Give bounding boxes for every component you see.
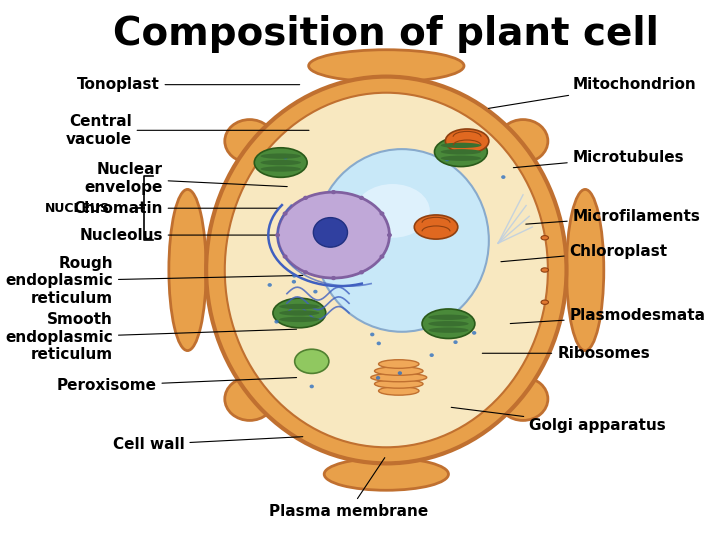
Ellipse shape: [446, 129, 489, 153]
Ellipse shape: [225, 119, 274, 163]
Text: Composition of plant cell: Composition of plant cell: [113, 15, 660, 53]
Ellipse shape: [359, 270, 364, 274]
Ellipse shape: [279, 304, 320, 309]
Ellipse shape: [376, 376, 380, 380]
Ellipse shape: [422, 309, 475, 339]
Ellipse shape: [261, 166, 301, 172]
Ellipse shape: [292, 280, 296, 284]
Ellipse shape: [498, 119, 548, 163]
Ellipse shape: [303, 270, 308, 274]
Text: Smooth
endoplasmic
reticulum: Smooth endoplasmic reticulum: [5, 312, 297, 362]
Ellipse shape: [279, 310, 320, 316]
Text: Mitochondrion: Mitochondrion: [488, 77, 696, 109]
Ellipse shape: [310, 384, 314, 388]
Ellipse shape: [225, 93, 548, 447]
Text: Microfilaments: Microfilaments: [526, 209, 701, 224]
Ellipse shape: [294, 349, 329, 374]
Text: Tonoplast: Tonoplast: [76, 77, 300, 92]
Ellipse shape: [283, 156, 288, 159]
Ellipse shape: [428, 327, 469, 333]
Ellipse shape: [283, 254, 287, 259]
Ellipse shape: [261, 153, 301, 159]
Ellipse shape: [374, 380, 423, 388]
Ellipse shape: [275, 233, 280, 237]
Ellipse shape: [379, 212, 384, 216]
Ellipse shape: [379, 360, 419, 368]
Text: Plasma membrane: Plasma membrane: [269, 458, 428, 519]
Ellipse shape: [370, 333, 374, 336]
Ellipse shape: [397, 371, 402, 375]
Ellipse shape: [268, 283, 272, 287]
Ellipse shape: [567, 190, 604, 350]
Ellipse shape: [379, 254, 384, 259]
Ellipse shape: [273, 298, 325, 328]
Ellipse shape: [454, 340, 458, 344]
Text: Rough
endoplasmic
reticulum: Rough endoplasmic reticulum: [5, 256, 303, 306]
Ellipse shape: [294, 359, 299, 363]
Ellipse shape: [261, 160, 301, 165]
Ellipse shape: [374, 367, 423, 375]
Ellipse shape: [414, 215, 458, 239]
Ellipse shape: [303, 195, 308, 200]
Ellipse shape: [541, 300, 549, 305]
Text: Nucleolus: Nucleolus: [79, 227, 290, 242]
Ellipse shape: [355, 184, 430, 238]
Text: Nuclear
envelope: Nuclear envelope: [84, 163, 287, 195]
Ellipse shape: [441, 156, 481, 161]
Text: Plasmodesmata: Plasmodesmata: [510, 308, 706, 323]
Ellipse shape: [254, 148, 307, 177]
Text: Cell wall: Cell wall: [112, 437, 303, 452]
Ellipse shape: [278, 192, 390, 278]
Ellipse shape: [498, 377, 548, 421]
Ellipse shape: [441, 149, 481, 154]
Ellipse shape: [441, 143, 481, 148]
Ellipse shape: [428, 321, 469, 326]
Ellipse shape: [472, 331, 477, 335]
Ellipse shape: [541, 268, 549, 272]
Ellipse shape: [225, 377, 274, 421]
Ellipse shape: [324, 458, 449, 490]
Ellipse shape: [428, 315, 469, 320]
Text: Golgi apparatus: Golgi apparatus: [451, 407, 666, 433]
Text: NUCLEUS: NUCLEUS: [45, 202, 110, 215]
Ellipse shape: [541, 235, 549, 240]
Ellipse shape: [283, 212, 287, 216]
Ellipse shape: [206, 77, 567, 463]
Ellipse shape: [169, 190, 206, 350]
Ellipse shape: [430, 353, 434, 357]
Ellipse shape: [379, 387, 419, 395]
Ellipse shape: [445, 158, 449, 161]
Ellipse shape: [279, 317, 320, 322]
Ellipse shape: [359, 195, 364, 200]
Text: Ribosomes: Ribosomes: [482, 346, 650, 361]
Ellipse shape: [331, 276, 336, 280]
Ellipse shape: [371, 373, 427, 382]
Text: Microtubules: Microtubules: [513, 150, 684, 168]
Ellipse shape: [292, 274, 297, 278]
Ellipse shape: [387, 233, 392, 237]
Ellipse shape: [315, 149, 489, 332]
Ellipse shape: [331, 190, 336, 194]
Ellipse shape: [501, 175, 505, 179]
Ellipse shape: [309, 50, 464, 82]
Ellipse shape: [298, 225, 302, 228]
Text: Chromatin: Chromatin: [73, 201, 278, 215]
Ellipse shape: [274, 320, 279, 323]
Ellipse shape: [434, 137, 487, 166]
Ellipse shape: [377, 341, 381, 345]
Ellipse shape: [313, 290, 318, 294]
Ellipse shape: [313, 218, 348, 247]
Text: Central
vacuole: Central vacuole: [66, 114, 309, 146]
Text: Chloroplast: Chloroplast: [501, 244, 667, 262]
Text: Peroxisome: Peroxisome: [56, 377, 297, 393]
